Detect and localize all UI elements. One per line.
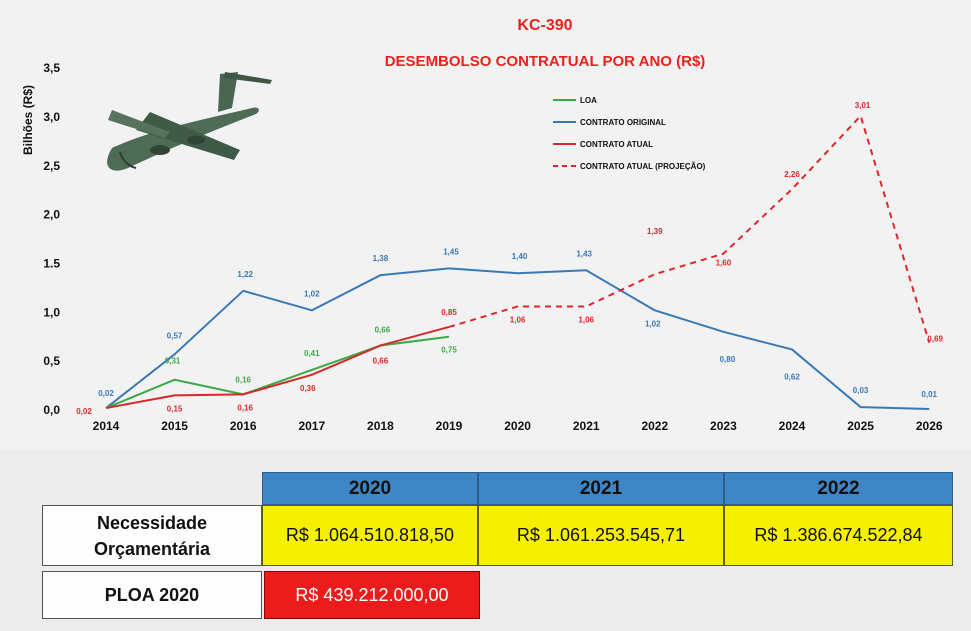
y-axis-label: Bilhões (R$) <box>21 85 35 155</box>
table-header-2022: 2022 <box>724 472 953 505</box>
necessidade-2022: R$ 1.386.674.522,84 <box>724 505 953 566</box>
data-label: 0,66 <box>373 357 389 366</box>
table-header-2020: 2020 <box>262 472 478 505</box>
table-header-2021: 2021 <box>478 472 724 505</box>
data-label: 1,39 <box>647 227 663 236</box>
legend: LOA CONTRATO ORIGINAL CONTRATO ATUAL CON… <box>553 96 706 171</box>
series-line-contrato-original <box>105 267 930 411</box>
data-label: 1,22 <box>237 270 253 279</box>
y-tick-label: 0,0 <box>43 403 60 417</box>
data-label: 3,01 <box>855 101 871 110</box>
data-label: 0,36 <box>300 384 316 393</box>
data-label: 0,85 <box>441 308 457 317</box>
data-label: 0,69 <box>927 335 943 344</box>
data-label: 0,02 <box>76 407 92 416</box>
x-tick-label: 2025 <box>847 419 874 433</box>
x-tick-label: 2015 <box>161 419 188 433</box>
data-label: 0,02 <box>98 389 114 398</box>
data-label: 0,16 <box>237 403 253 412</box>
data-label: 1,06 <box>510 315 526 324</box>
y-tick-label: 3,0 <box>43 110 60 124</box>
data-label: 0,01 <box>921 390 937 399</box>
x-tick-label: 2022 <box>641 419 668 433</box>
y-tick-label: 3,5 <box>43 61 60 75</box>
necessidade-2021: R$ 1.061.253.545,71 <box>478 505 724 566</box>
series-line-contrato-atual-proje-o <box>448 114 931 343</box>
x-tick-label: 2024 <box>779 419 806 433</box>
data-label: 1,60 <box>716 259 732 268</box>
data-label: 1,06 <box>578 315 594 324</box>
legend-label-contrato-atual: CONTRATO ATUAL <box>580 140 653 149</box>
series-lines <box>105 114 931 411</box>
data-label: 0,57 <box>167 331 183 340</box>
row-label-ploa: PLOA 2020 <box>42 571 262 619</box>
data-label: 0,75 <box>441 346 457 355</box>
x-tick-label: 2019 <box>436 419 463 433</box>
series-line-loa <box>105 335 450 409</box>
necessidade-2020: R$ 1.064.510.818,50 <box>262 505 478 566</box>
x-axis: 2014 2015 2016 2017 2018 2019 2020 2021 2022 2023… <box>93 419 943 433</box>
chart: KC-390 DESEMBOLSO CONTRATUAL POR ANO (R$… <box>0 0 971 450</box>
y-axis: 0,0 0,5 1,0 1.5 2,0 2,5 3,0 3,5 <box>43 61 60 417</box>
legend-label-contrato-original: CONTRATO ORIGINAL <box>580 118 666 127</box>
x-tick-label: 2017 <box>298 419 325 433</box>
data-label: 0,80 <box>720 355 736 364</box>
legend-label-loa: LOA <box>580 96 597 105</box>
x-tick-label: 2021 <box>573 419 600 433</box>
x-tick-label: 2026 <box>916 419 943 433</box>
x-tick-label: 2020 <box>504 419 531 433</box>
data-label: 0,31 <box>165 357 181 366</box>
data-label: 1,38 <box>373 254 389 263</box>
legend-label-contrato-atual-projecao: CONTRATO ATUAL (PROJEÇÃO) <box>580 162 706 171</box>
y-tick-label: 1,0 <box>43 305 60 319</box>
x-tick-label: 2018 <box>367 419 394 433</box>
data-label: 1,43 <box>576 249 592 258</box>
data-label: 1,02 <box>304 289 320 298</box>
y-tick-label: 0,5 <box>43 354 60 368</box>
y-tick-label: 1.5 <box>43 256 60 270</box>
kc390-aircraft-icon <box>107 72 272 171</box>
data-label: 1,02 <box>645 319 661 328</box>
row-label-necessidade-line2: Orçamentária <box>93 538 211 559</box>
data-label: 0,16 <box>235 375 251 384</box>
data-label: 0,66 <box>375 326 391 335</box>
chart-subtitle: DESEMBOLSO CONTRATUAL POR ANO (R$) <box>385 53 706 70</box>
ploa-2020-value: R$ 439.212.000,00 <box>264 571 480 619</box>
data-label: 0,62 <box>784 372 800 381</box>
chart-background <box>0 0 971 450</box>
data-label: 1,40 <box>512 252 528 261</box>
series-line-contrato-atual <box>105 325 450 410</box>
x-tick-label: 2016 <box>230 419 257 433</box>
y-tick-label: 2,0 <box>43 208 60 222</box>
row-label-necessidade-line1: Necessidade <box>96 512 208 533</box>
data-label: 0,03 <box>853 386 869 395</box>
x-tick-label: 2023 <box>710 419 737 433</box>
x-tick-label: 2014 <box>93 419 120 433</box>
row-label-necessidade: Necessidade Orçamentária <box>42 505 262 566</box>
data-label: 1,45 <box>443 247 459 256</box>
data-labels: 0,31 0,16 0,41 0,66 0,75 0,02 0,57 1,22 1,02 1,38… <box>76 101 943 416</box>
data-label: 0,41 <box>304 349 320 358</box>
chart-title: KC-390 <box>517 17 572 34</box>
data-label: 0,15 <box>167 404 183 413</box>
data-label: 2,26 <box>784 170 800 179</box>
y-tick-label: 2,5 <box>43 159 60 173</box>
